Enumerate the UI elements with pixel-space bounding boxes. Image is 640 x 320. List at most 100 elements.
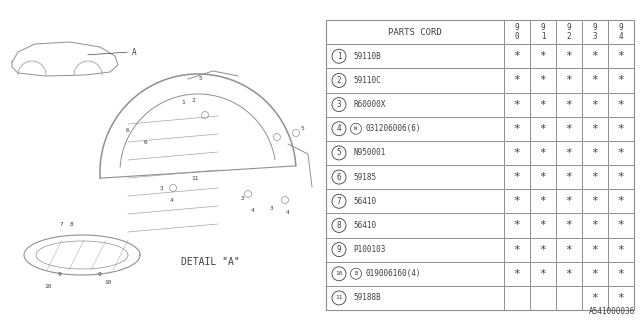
Text: 59185: 59185 bbox=[353, 172, 376, 181]
Text: *: * bbox=[591, 172, 598, 182]
Text: *: * bbox=[566, 244, 572, 255]
Text: *: * bbox=[540, 76, 547, 85]
Text: *: * bbox=[514, 124, 520, 134]
Text: 6: 6 bbox=[126, 127, 130, 132]
Text: 031206006(6): 031206006(6) bbox=[366, 124, 422, 133]
Text: *: * bbox=[618, 172, 625, 182]
Text: *: * bbox=[618, 148, 625, 158]
Text: *: * bbox=[566, 100, 572, 109]
Text: *: * bbox=[540, 148, 547, 158]
Text: *: * bbox=[514, 51, 520, 61]
Text: *: * bbox=[618, 244, 625, 255]
Text: 9: 9 bbox=[98, 273, 102, 277]
Text: *: * bbox=[591, 196, 598, 206]
Text: 5: 5 bbox=[198, 76, 202, 81]
Text: *: * bbox=[618, 76, 625, 85]
Text: *: * bbox=[540, 244, 547, 255]
Text: R60000X: R60000X bbox=[353, 100, 385, 109]
Text: N950001: N950001 bbox=[353, 148, 385, 157]
Text: 9: 9 bbox=[337, 245, 341, 254]
Text: *: * bbox=[566, 196, 572, 206]
Text: *: * bbox=[514, 196, 520, 206]
Text: *: * bbox=[566, 124, 572, 134]
Text: 1: 1 bbox=[337, 52, 341, 61]
Text: 7: 7 bbox=[60, 222, 64, 228]
Text: PARTS CORD: PARTS CORD bbox=[388, 28, 442, 36]
Text: 019006160(4): 019006160(4) bbox=[366, 269, 422, 278]
Text: *: * bbox=[540, 172, 547, 182]
Text: *: * bbox=[514, 76, 520, 85]
Text: *: * bbox=[540, 124, 547, 134]
Text: *: * bbox=[540, 196, 547, 206]
Text: A541000036: A541000036 bbox=[589, 307, 635, 316]
Text: *: * bbox=[566, 148, 572, 158]
Text: 7: 7 bbox=[337, 197, 341, 206]
Text: *: * bbox=[566, 51, 572, 61]
Text: 9
1: 9 1 bbox=[541, 23, 545, 41]
Text: 3: 3 bbox=[160, 186, 164, 190]
Text: 8: 8 bbox=[70, 222, 74, 228]
Text: 2: 2 bbox=[337, 76, 341, 85]
Text: *: * bbox=[514, 220, 520, 230]
Text: *: * bbox=[540, 269, 547, 279]
Text: *: * bbox=[618, 220, 625, 230]
Text: *: * bbox=[566, 76, 572, 85]
Text: 10: 10 bbox=[44, 284, 52, 290]
Text: 1: 1 bbox=[181, 100, 185, 105]
Text: *: * bbox=[566, 172, 572, 182]
Text: *: * bbox=[618, 196, 625, 206]
Text: 5: 5 bbox=[337, 148, 341, 157]
Text: 4: 4 bbox=[251, 207, 255, 212]
Text: *: * bbox=[514, 100, 520, 109]
Text: *: * bbox=[591, 293, 598, 303]
Text: *: * bbox=[618, 293, 625, 303]
Text: *: * bbox=[618, 269, 625, 279]
Text: 3: 3 bbox=[241, 196, 245, 201]
Text: 11: 11 bbox=[335, 295, 343, 300]
Text: P100103: P100103 bbox=[353, 245, 385, 254]
Text: *: * bbox=[514, 172, 520, 182]
Text: 59110B: 59110B bbox=[353, 52, 381, 61]
Text: B: B bbox=[355, 271, 358, 276]
Text: 56410: 56410 bbox=[353, 197, 376, 206]
Text: 59188B: 59188B bbox=[353, 293, 381, 302]
Text: 3: 3 bbox=[270, 205, 274, 211]
Text: 9
4: 9 4 bbox=[619, 23, 623, 41]
Text: *: * bbox=[566, 269, 572, 279]
Bar bbox=[326, 20, 634, 310]
Text: 8: 8 bbox=[337, 221, 341, 230]
Text: W: W bbox=[355, 126, 358, 131]
Text: *: * bbox=[618, 100, 625, 109]
Text: 10: 10 bbox=[335, 271, 343, 276]
Text: 6: 6 bbox=[337, 172, 341, 181]
Text: *: * bbox=[618, 124, 625, 134]
Text: *: * bbox=[591, 51, 598, 61]
Text: 3: 3 bbox=[337, 100, 341, 109]
Text: 2: 2 bbox=[191, 98, 195, 102]
Text: 4: 4 bbox=[286, 210, 290, 214]
Text: DETAIL "A": DETAIL "A" bbox=[180, 257, 239, 267]
Text: 4: 4 bbox=[337, 124, 341, 133]
Text: A: A bbox=[132, 47, 136, 57]
Text: 6: 6 bbox=[143, 140, 147, 145]
Text: 9: 9 bbox=[58, 273, 62, 277]
Text: *: * bbox=[591, 269, 598, 279]
Text: 9
2: 9 2 bbox=[566, 23, 572, 41]
Text: 11: 11 bbox=[191, 175, 199, 180]
Text: *: * bbox=[591, 148, 598, 158]
Text: 59110C: 59110C bbox=[353, 76, 381, 85]
Text: *: * bbox=[540, 220, 547, 230]
Text: *: * bbox=[591, 124, 598, 134]
Text: 5: 5 bbox=[300, 125, 304, 131]
Text: *: * bbox=[514, 148, 520, 158]
Text: 9
3: 9 3 bbox=[593, 23, 597, 41]
Text: 10: 10 bbox=[104, 279, 112, 284]
Text: *: * bbox=[591, 100, 598, 109]
Text: *: * bbox=[618, 51, 625, 61]
Text: *: * bbox=[540, 100, 547, 109]
Text: *: * bbox=[591, 220, 598, 230]
Text: *: * bbox=[540, 51, 547, 61]
Text: 4: 4 bbox=[170, 197, 174, 203]
Text: *: * bbox=[514, 269, 520, 279]
Text: *: * bbox=[591, 244, 598, 255]
